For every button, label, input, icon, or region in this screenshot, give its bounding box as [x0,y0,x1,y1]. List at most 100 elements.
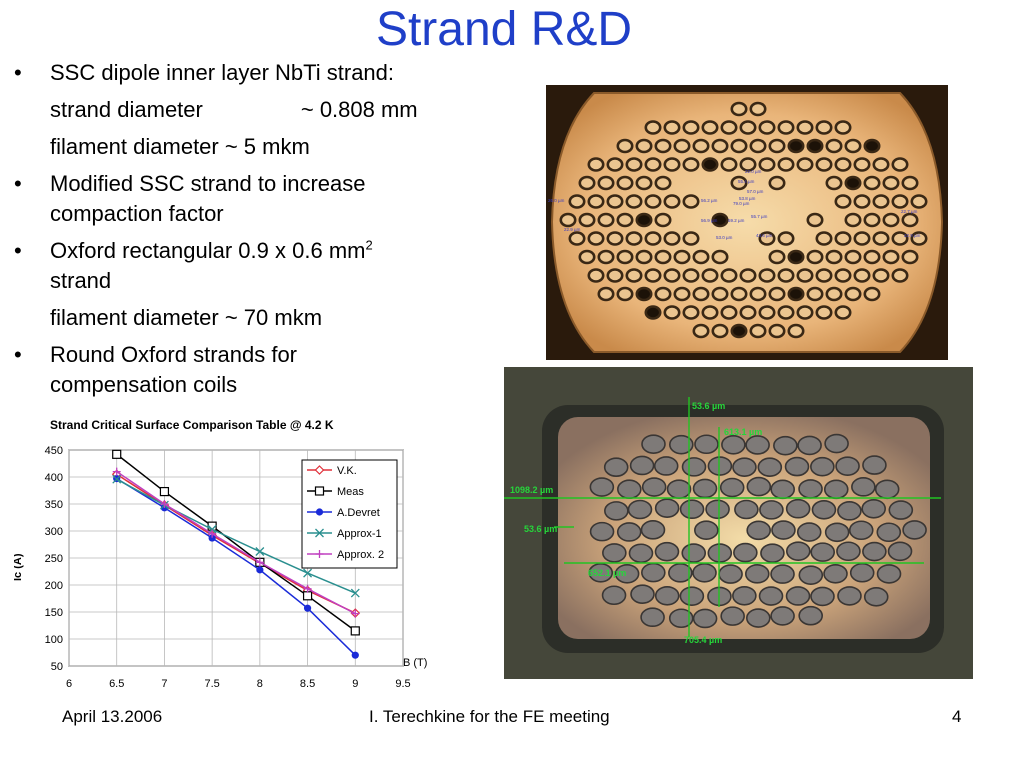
filament [815,231,833,246]
data-point [350,588,360,598]
filament [768,249,786,265]
filament [853,194,871,209]
y-tick-label: 450 [45,445,63,457]
label-left2: 53.6 µm [524,524,557,534]
x-axis-ticks: 6 6.5 7 7.5 8 8.5 9 9.5 [66,678,411,690]
filament [848,520,874,541]
filament [629,455,655,476]
filament [663,268,681,283]
filament [718,564,743,584]
filament [654,541,680,562]
filament [770,606,795,626]
data-point [159,486,170,497]
filament [806,286,824,302]
measurement-label: 79.0 µm [733,201,750,206]
filament [863,138,881,154]
filament [705,499,730,520]
data-point [256,566,264,574]
filament [744,564,770,584]
filament [603,457,629,477]
strand-micrograph-rectangular: 53.6 µm 613.1 µm 1098.2 µm 53.6 µm 652.1… [504,367,973,679]
filament [730,175,748,191]
filament [796,268,814,283]
x-tick-label: 8.5 [300,678,315,690]
filament [587,231,605,246]
legend-entry: V.K. [307,465,357,477]
y-tick-label: 300 [45,526,63,538]
data-point [160,500,169,508]
bullet-ssc: • SSC dipole inner layer NbTi strand: [14,58,484,88]
filament [597,212,615,228]
filament [663,157,681,172]
filament [601,585,627,606]
y-tick-label: 150 [45,607,63,619]
filament [861,498,886,519]
filament [616,212,634,228]
data-point [315,528,324,538]
filament [760,543,785,563]
filament [739,268,757,283]
filament [810,586,835,607]
footer-date: April 13.2006 [62,707,163,726]
filament [771,520,796,540]
measurement-label: 22.7 µm [901,209,918,214]
series-approx-2 [112,467,360,618]
sub-filament-70: filament diameter ~ 70 mkm [50,305,323,330]
series-line [116,478,356,594]
filament [825,175,843,191]
filament [635,212,653,228]
filament [863,587,889,607]
filament [721,434,746,455]
filament [644,194,662,209]
label-top2: 613.1 µm [724,427,762,437]
measurement-label: 22.9 µm [904,233,921,238]
filament [806,138,824,154]
filament [834,194,852,209]
filament [701,157,719,172]
filament [654,175,672,191]
filament [834,305,852,320]
filament [663,194,681,209]
filament [707,543,733,563]
filament [568,231,586,246]
filament [784,456,810,477]
filament [606,194,624,209]
filament [768,175,786,191]
filament [759,500,784,520]
measurement-label: 55.4 µm [738,179,755,184]
filament [837,586,862,606]
filament [777,157,795,172]
filament [588,563,614,583]
filament [682,157,700,172]
data-point [208,534,216,542]
filament [616,138,634,154]
bullet-oxford-rect: • Oxford rectangular 0.9 x 0.6 mm2 stran… [14,236,484,296]
bullet-list: • SSC dipole inner layer NbTi strand: st… [14,58,484,400]
filament [679,499,705,520]
filament [758,231,776,246]
label-bottom: 705.4 µm [684,635,722,645]
bullet-text-line2: compaction factor [50,201,224,226]
filament [679,586,705,606]
filament [834,157,852,172]
filament [681,543,707,563]
bullet-dot: • [14,60,22,85]
filament [823,479,849,500]
filament [768,323,786,339]
filament [796,522,822,542]
filament [654,585,680,606]
filament [758,586,784,606]
filament [681,457,707,477]
filament [635,175,653,191]
bullet-round-oxford: • Round Oxford strands for compensation … [14,340,484,400]
data-point [351,651,359,659]
data-point [302,591,313,601]
filament [824,522,850,543]
bullet-text-line1: Oxford rectangular 0.9 x 0.6 mm [50,238,366,263]
sub-strand-diameter: strand diameter ~ 0.808 mm [14,95,484,125]
filament [901,249,919,265]
filament [745,608,771,628]
filament [806,249,824,265]
filament [734,499,759,520]
bullet-text-line2: strand [50,268,112,293]
